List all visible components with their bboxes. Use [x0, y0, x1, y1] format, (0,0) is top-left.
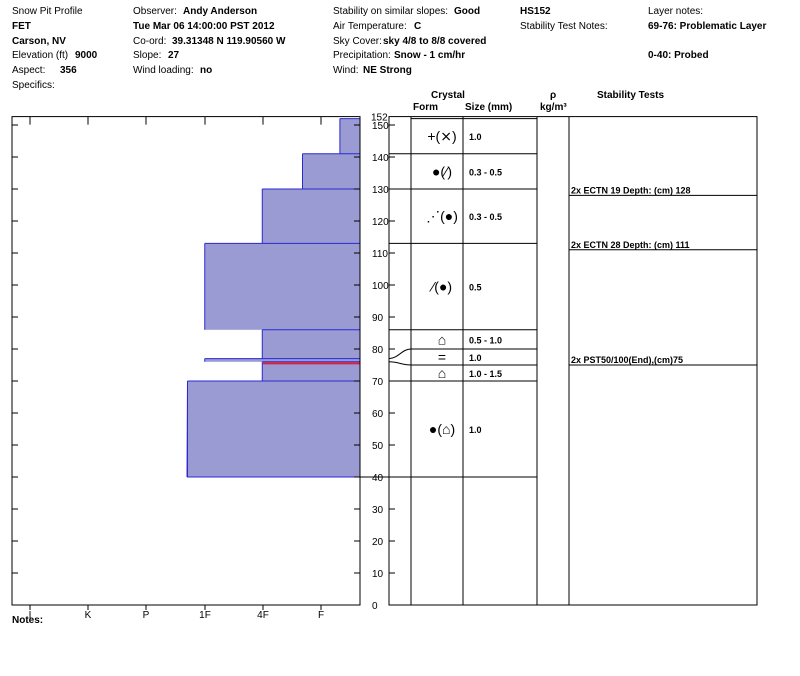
wind-loading-value: no [200, 65, 213, 76]
precip-label: Precipitation: [333, 50, 391, 61]
hardness-scale-label: I [29, 610, 32, 621]
depth-tick-label: 50 [372, 441, 384, 452]
size-header: Size (mm) [465, 102, 513, 113]
aspect-value: 356 [60, 65, 77, 76]
crystal-table-frame [388, 116, 758, 606]
hardness-bar [302, 153, 360, 189]
hardness-bar [262, 329, 360, 359]
layer-notes-label: Layer notes: [648, 6, 704, 17]
location: Carson, NV [12, 36, 66, 47]
crystal-size-value: 0.3 - 0.5 [469, 212, 502, 222]
depth-tick-label: 0 [372, 601, 378, 612]
hardness-scale-label: 1F [199, 610, 211, 621]
observer-value: Andy Anderson [183, 6, 258, 17]
depth-tick-label: 20 [372, 537, 384, 548]
site-name: FET [12, 21, 31, 32]
stability-test-label: 2x PST50/100(End),(cm)75 [571, 355, 683, 365]
crystal-form-symbol: ⌂ [438, 365, 446, 381]
crystal-size-value: 0.3 - 0.5 [469, 167, 502, 177]
layer-note-1: 69-76: Problematic Layer [648, 21, 767, 32]
crystal-size-value: 1.0 [469, 353, 482, 363]
crystal-header: Crystal [431, 90, 465, 101]
hardness-scale-label: 4F [257, 610, 269, 621]
depth-tick-label: 10 [372, 569, 384, 580]
air-temp-value: C [414, 21, 422, 32]
depth-tick-label: 130 [372, 185, 389, 196]
density-header: ρ [550, 90, 557, 101]
depth-tick-label: 30 [372, 505, 384, 516]
sky-value: sky 4/8 to 8/8 covered [383, 36, 487, 47]
slope-label: Slope: [133, 50, 162, 61]
elevation-label: Elevation (ft) [12, 50, 69, 61]
crystal-form-symbol: ●(⁄) [432, 163, 452, 179]
hardness-bar [262, 189, 360, 244]
hardness-bar [187, 381, 360, 477]
wind-label: Wind: [333, 65, 359, 76]
depth-tick-label: 120 [372, 217, 389, 228]
depth-top-label: 152 [371, 113, 388, 124]
sky-label: Sky Cover: [333, 36, 382, 47]
hardness-scale-label: P [143, 610, 150, 621]
crystal-form-symbol: +(⨯) [427, 128, 456, 144]
depth-tick-label: 80 [372, 345, 384, 356]
hardness-bar [204, 243, 360, 330]
precip-value: Snow - 1 cm/hr [394, 50, 466, 61]
specifics-label: Specifics: [12, 80, 55, 91]
crystal-size-value: 1.0 - 1.5 [469, 369, 502, 379]
density-unit: kg/m³ [540, 102, 567, 113]
stability-tests-header: Stability Tests [597, 90, 665, 101]
layer-note-2: 0-40: Probed [648, 50, 709, 61]
coord-value: 39.31348 N 119.90560 W [172, 36, 286, 47]
hardness-bar [339, 118, 360, 154]
observer-label: Observer: [133, 6, 177, 17]
elevation-value: 9000 [75, 50, 98, 61]
depth-tick-label: 70 [372, 377, 384, 388]
crystal-form-symbol: ●(⌂) [429, 421, 455, 437]
depth-tick-label: 60 [372, 409, 384, 420]
depth-tick-label: 90 [372, 313, 384, 324]
slope-value: 27 [168, 50, 180, 61]
crystal-form-symbol: ⌂ [438, 331, 446, 347]
observation-date: Tue Mar 06 14:00:00 PST 2012 [133, 21, 275, 32]
crystal-form-symbol: ⋰(●) [426, 208, 458, 224]
hs-value: HS152 [520, 6, 551, 17]
depth-tick-label: 110 [372, 249, 388, 260]
hardness-bar-edge [186, 380, 188, 478]
depth-tick-label: 140 [372, 153, 389, 164]
depth-tick-label: 100 [372, 281, 389, 292]
wind-loading-label: Wind loading: [133, 65, 194, 76]
notes-label: Notes: [12, 615, 44, 626]
stability-test-label: 2x ECTN 19 Depth: (cm) 128 [571, 185, 691, 195]
aspect-label: Aspect: [12, 65, 46, 76]
hardness-bar [262, 361, 360, 381]
crystal-size-value: 1.0 [469, 132, 482, 142]
crystal-size-value: 0.5 - 1.0 [469, 335, 502, 345]
crystal-size-value: 1.0 [469, 425, 482, 435]
air-temp-label: Air Temperature: [333, 21, 407, 32]
stability-test-notes-label: Stability Test Notes: [520, 21, 608, 32]
coord-label: Co-ord: [133, 36, 167, 47]
wind-value: NE Strong [363, 65, 412, 76]
hardness-bar [204, 358, 360, 362]
stability-test-label: 2x ECTN 28 Depth: (cm) 111 [571, 240, 690, 250]
crystal-size-value: 0.5 [469, 283, 482, 293]
hardness-scale-label: F [318, 610, 324, 621]
depth-tick-label: 150 [372, 121, 389, 132]
stability-label: Stability on similar slopes: [333, 6, 449, 17]
stability-value: Good [454, 6, 481, 17]
layer-connector [388, 361, 412, 366]
crystal-form-symbol: = [438, 349, 446, 365]
crystal-form-symbol: ⁄(●) [429, 279, 452, 295]
hardness-plot-frame [11, 116, 361, 606]
profile-title: Snow Pit Profile [12, 6, 83, 17]
layer-connector [388, 348, 412, 360]
hardness-scale-label: K [85, 610, 92, 621]
depth-tick-label: 40 [372, 473, 384, 484]
form-header: Form [413, 102, 438, 113]
